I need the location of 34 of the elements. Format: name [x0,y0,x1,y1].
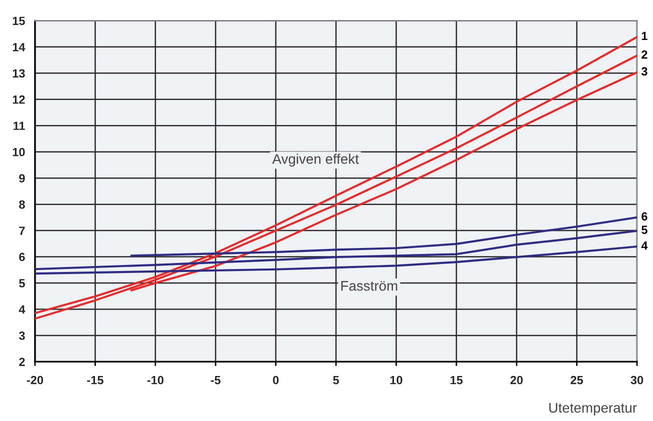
y-tick-label: 12 [12,95,25,104]
annotation: Avgiven effekt [272,154,359,167]
series-label: 1 [642,32,648,40]
annotation: Fasström [341,281,398,291]
y-tick-label: 2 [19,358,25,366]
x-tick-label: 0 [272,376,279,384]
y-tick-label: 4 [18,305,26,314]
x-tick-label: 10 [390,376,402,384]
x-tick-label: 30 [630,376,644,384]
x-tick-label: -5 [210,376,221,384]
y-tick-label: 6 [19,252,25,262]
x-tick-label: 25 [570,376,584,384]
y-tick-label: 13 [12,69,25,78]
x-tick-label: 15 [450,376,463,384]
y-tick-label: 8 [19,200,25,209]
x-tick-label: -15 [87,376,104,384]
series-label: 3 [641,67,648,76]
y-tick-label: 11 [14,122,25,130]
y-tick-label: 3 [18,332,25,340]
series-label: 4 [641,241,648,250]
y-tick-label: 14 [12,43,26,52]
x-tick-label: 20 [510,376,523,384]
x-tick-label: 5 [333,376,339,384]
y-tick-label: 7 [19,226,25,235]
x-tick-label: -20 [26,376,44,384]
series-label: 2 [642,50,648,59]
y-tick-label: 15 [12,16,25,26]
y-tick-label: 5 [19,279,25,288]
x-axis-title: Utetemperatur [549,403,637,416]
y-tick-label: 10 [12,148,25,156]
y-tick-label: 9 [19,174,25,182]
x-tick-label: -10 [147,376,164,384]
series-label: 6 [642,212,648,221]
series-label: 5 [642,226,648,234]
